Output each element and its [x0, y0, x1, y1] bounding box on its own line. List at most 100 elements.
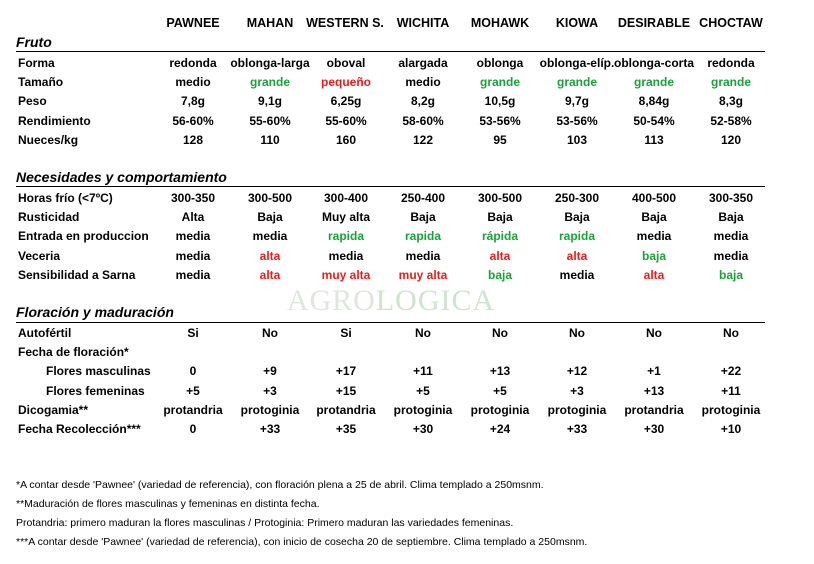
- col-header-mahan: MAHAN: [246, 16, 294, 30]
- col-header-desirable: DESIRABLE: [617, 16, 691, 30]
- table-cell: 53-56%: [479, 113, 521, 128]
- footnote-4: ***A contar desde 'Pawnee' (variedad de …: [16, 536, 588, 548]
- table-cell: Baja: [641, 210, 667, 225]
- table-cell: No: [646, 326, 662, 340]
- footnote-3: Protandria: primero maduran la flores ma…: [16, 517, 514, 529]
- row-label: Rendimiento: [18, 113, 91, 128]
- table-cell: 250-300: [554, 191, 600, 205]
- table-cell: +3: [570, 383, 584, 398]
- table-cell: Baja: [487, 210, 513, 225]
- table-cell: media: [252, 229, 288, 244]
- col-header-pawnee: PAWNEE: [166, 16, 220, 30]
- section-title: Floración y maduración: [16, 304, 174, 320]
- table-cell: No: [415, 326, 431, 340]
- col-header-choctaw: CHOCTAW: [699, 16, 763, 30]
- table-cell: grande: [479, 75, 520, 90]
- table-cell: +11: [721, 383, 741, 398]
- footnote-2: **Maduración de flores masculinas y feme…: [16, 498, 320, 510]
- table-cell: +35: [335, 422, 357, 436]
- table-cell: media: [175, 267, 211, 282]
- table-cell: media: [636, 229, 672, 244]
- table-cell: grande: [249, 75, 290, 90]
- table-cell: 58-60%: [402, 113, 444, 128]
- row-label: Rusticidad: [18, 210, 80, 225]
- row-label: Flores femeninas: [46, 383, 145, 398]
- table-cell: redonda: [169, 56, 217, 70]
- table-cell: muy alta: [398, 267, 448, 282]
- table-cell: 56-60%: [172, 113, 214, 128]
- table-cell: media: [713, 229, 749, 244]
- table-cell: +33: [259, 422, 281, 436]
- table-cell: 9,7g: [564, 94, 589, 109]
- table-cell: +9: [263, 364, 277, 379]
- row-label: Veceria: [18, 248, 61, 263]
- table-cell: 10,5g: [484, 94, 516, 109]
- table-cell: 0: [189, 422, 197, 436]
- table-cell: +15: [335, 383, 357, 398]
- table-cell: alta: [643, 267, 665, 282]
- section-title: Necesidades y comportamiento: [16, 169, 227, 185]
- table-cell: oblonga-corta: [614, 56, 694, 70]
- row-label: Nueces/kg: [18, 132, 79, 147]
- table-cell: alta: [259, 267, 281, 282]
- table-cell: No: [492, 326, 508, 340]
- table-cell: +5: [416, 383, 430, 398]
- table-cell: media: [175, 248, 211, 263]
- table-cell: 122: [412, 132, 434, 147]
- table-cell: Baja: [410, 210, 436, 225]
- table-cell: oblonga-elíp.: [539, 56, 615, 70]
- table-cell: 0: [189, 364, 197, 379]
- table-cell: +11: [413, 364, 433, 379]
- table-cell: 8,2g: [410, 94, 435, 109]
- table-cell: protoginia: [470, 402, 530, 417]
- table-cell: redonda: [707, 56, 755, 70]
- table-cell: 52-58%: [710, 113, 752, 128]
- row-label: Entrada en produccion: [18, 229, 149, 244]
- table-cell: No: [723, 326, 739, 340]
- table-cell: oblonga: [476, 56, 524, 70]
- section-divider: [16, 186, 765, 187]
- table-cell: grande: [556, 75, 597, 90]
- table-cell: baja: [718, 267, 743, 282]
- table-cell: 300-500: [477, 191, 523, 205]
- table-cell: 120: [720, 132, 742, 147]
- table-cell: media: [328, 248, 364, 263]
- table-cell: 400-500: [631, 191, 677, 205]
- table-cell: 103: [566, 132, 588, 147]
- table-cell: media: [713, 248, 749, 263]
- col-header-wichita: WICHITA: [396, 16, 450, 30]
- table-cell: medio: [405, 75, 441, 90]
- table-cell: Baja: [564, 210, 590, 225]
- table-cell: protoginia: [701, 402, 761, 417]
- table-cell: alargada: [398, 56, 448, 70]
- table-cell: grande: [633, 75, 674, 90]
- table-cell: protoginia: [547, 402, 607, 417]
- table-cell: rapida: [558, 229, 595, 244]
- table-cell: alta: [259, 248, 281, 263]
- table-cell: rapida: [404, 229, 441, 244]
- section-divider: [16, 51, 765, 52]
- table-cell: +5: [493, 383, 507, 398]
- row-label: Fecha Recolección***: [18, 422, 141, 436]
- row-label: Fecha de floración*: [18, 345, 129, 360]
- row-label: Tamaño: [18, 75, 64, 90]
- table-cell: 8,3g: [718, 94, 743, 109]
- table-cell: +33: [566, 422, 588, 436]
- row-label: Sensibilidad a Sarna: [18, 267, 136, 282]
- table-cell: alta: [566, 248, 588, 263]
- table-cell: pequeño: [321, 75, 371, 90]
- table-cell: +13: [643, 383, 665, 398]
- table-cell: 250-400: [400, 191, 446, 205]
- table-cell: +1: [647, 364, 661, 379]
- table-cell: +10: [720, 422, 742, 436]
- table-cell: media: [559, 267, 595, 282]
- table-cell: protoginia: [393, 402, 453, 417]
- table-cell: 300-350: [170, 191, 216, 205]
- table-cell: rápida: [481, 229, 518, 244]
- table-cell: media: [175, 229, 211, 244]
- table-cell: alta: [489, 248, 511, 263]
- table-cell: Alta: [181, 210, 205, 225]
- table-cell: No: [569, 326, 585, 340]
- table-cell: 9,1g: [257, 94, 282, 109]
- table-cell: 300-400: [323, 191, 369, 205]
